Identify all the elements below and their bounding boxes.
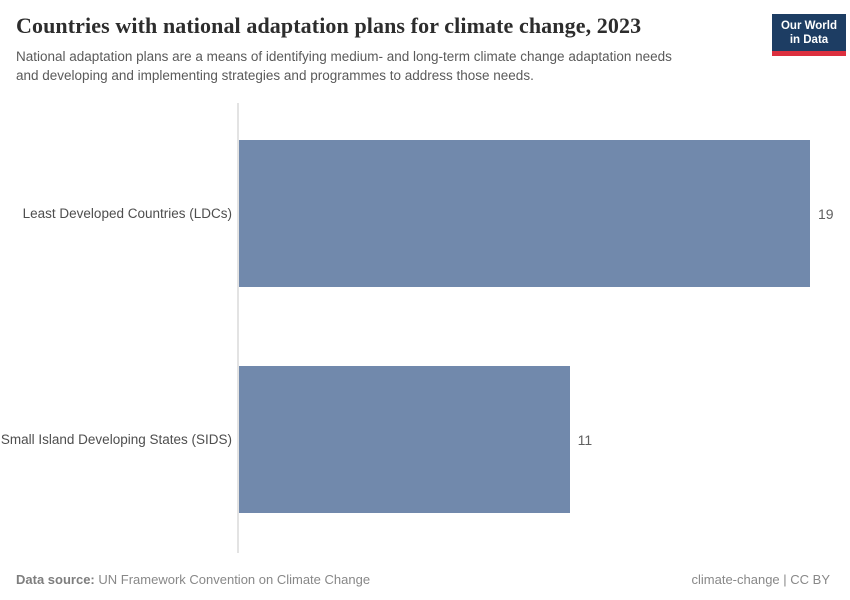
- bar-chart: Least Developed Countries (LDCs) 19 Smal…: [0, 103, 850, 553]
- chart-subtitle: National adaptation plans are a means of…: [16, 48, 760, 85]
- category-axis-line: [237, 103, 239, 553]
- page-title: Countries with national adaptation plans…: [16, 13, 642, 38]
- logo-line-2: in Data: [789, 34, 829, 46]
- category-label-sids: Small Island Developing States (SIDS): [0, 432, 232, 447]
- license-link[interactable]: climate-change | CC BY: [691, 572, 831, 587]
- bar-sids: [239, 366, 570, 513]
- bar-row-ldcs: Least Developed Countries (LDCs) 19: [0, 140, 850, 287]
- bar-row-sids: Small Island Developing States (SIDS) 11: [0, 366, 850, 513]
- chart-footer: Data source: UN Framework Convention on …: [16, 572, 830, 587]
- bar-ldcs: [239, 140, 810, 287]
- data-source: Data source: UN Framework Convention on …: [16, 572, 370, 587]
- category-label-ldcs: Least Developed Countries (LDCs): [22, 206, 232, 221]
- chart-header: Countries with national adaptation plans…: [16, 13, 760, 85]
- data-source-label: Data source:: [16, 572, 95, 587]
- value-label-ldcs: 19: [818, 205, 834, 222]
- subtitle-line-2: and developing and implementing strategi…: [16, 67, 534, 83]
- data-source-text: UN Framework Convention on Climate Chang…: [98, 572, 371, 587]
- subtitle-line-1: National adaptation plans are a means of…: [16, 49, 672, 64]
- logo-line-1: Our World: [780, 20, 837, 32]
- value-label-sids: 11: [577, 431, 593, 448]
- owid-logo[interactable]: Our World in Data: [772, 14, 846, 56]
